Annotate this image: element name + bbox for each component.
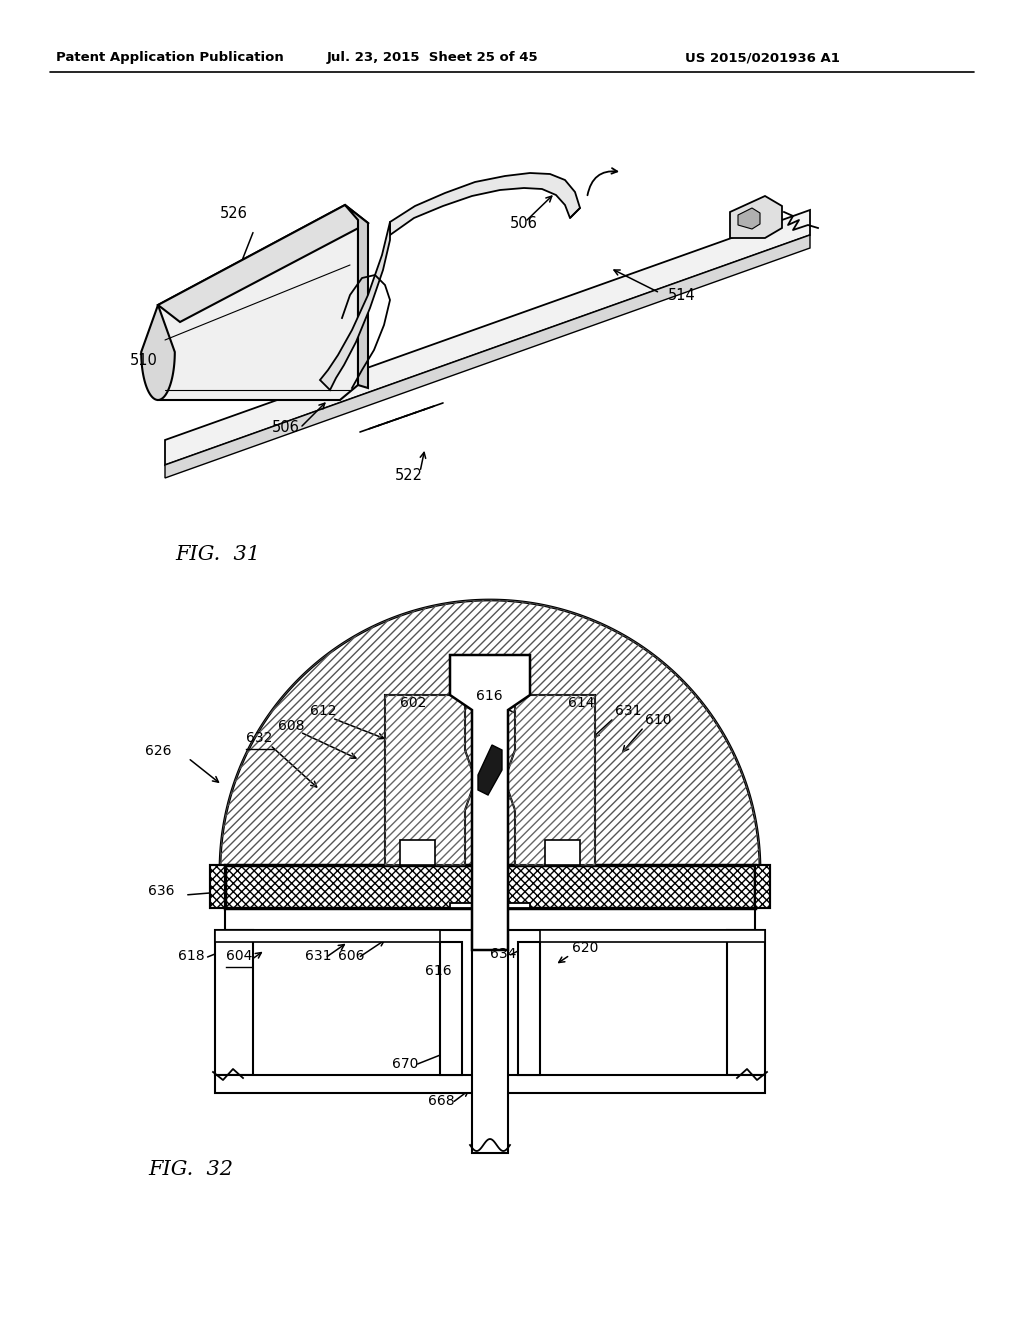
Polygon shape (165, 235, 810, 478)
Polygon shape (518, 942, 540, 1074)
Polygon shape (478, 744, 502, 795)
Text: 618: 618 (178, 949, 205, 964)
Polygon shape (472, 935, 508, 1152)
Text: 506: 506 (510, 216, 538, 231)
Text: 606: 606 (338, 949, 365, 964)
Text: 616: 616 (476, 689, 503, 704)
Polygon shape (540, 931, 765, 942)
Text: FIG.  31: FIG. 31 (175, 545, 260, 564)
Text: 614: 614 (568, 696, 595, 710)
Polygon shape (225, 865, 755, 908)
Polygon shape (220, 601, 760, 870)
Polygon shape (385, 696, 472, 865)
Text: FIG.  32: FIG. 32 (148, 1160, 233, 1179)
Polygon shape (141, 305, 175, 400)
Polygon shape (508, 696, 595, 865)
Text: 610: 610 (645, 713, 672, 727)
Polygon shape (225, 908, 755, 931)
Text: 632: 632 (246, 731, 272, 744)
Polygon shape (215, 931, 253, 1074)
Polygon shape (158, 205, 358, 400)
Polygon shape (450, 903, 530, 908)
Polygon shape (450, 655, 530, 950)
Polygon shape (390, 173, 580, 235)
Polygon shape (165, 210, 810, 465)
Text: Patent Application Publication: Patent Application Publication (56, 51, 284, 65)
Text: Jul. 23, 2015  Sheet 25 of 45: Jul. 23, 2015 Sheet 25 of 45 (327, 51, 538, 65)
Text: 634: 634 (490, 946, 516, 961)
Text: 514: 514 (668, 288, 695, 304)
Polygon shape (345, 205, 368, 388)
Text: 604: 604 (226, 949, 252, 964)
Text: 510: 510 (130, 352, 158, 368)
Text: 670: 670 (392, 1057, 419, 1071)
Polygon shape (440, 942, 462, 1074)
Polygon shape (210, 865, 225, 908)
Text: 626: 626 (145, 744, 171, 758)
Text: 668: 668 (428, 1094, 455, 1107)
Polygon shape (319, 222, 390, 389)
Text: 636: 636 (148, 884, 174, 898)
Polygon shape (215, 1074, 765, 1093)
Text: 620: 620 (572, 941, 598, 954)
Polygon shape (215, 931, 440, 942)
Polygon shape (738, 209, 760, 228)
Text: 526: 526 (220, 206, 248, 220)
Polygon shape (727, 931, 765, 1074)
Text: US 2015/0201936 A1: US 2015/0201936 A1 (685, 51, 840, 65)
Polygon shape (755, 865, 770, 908)
Text: 631: 631 (615, 704, 641, 718)
Text: 522: 522 (395, 469, 423, 483)
Text: 616: 616 (425, 964, 452, 978)
Text: 612: 612 (310, 704, 337, 718)
Text: 506: 506 (272, 420, 300, 436)
Text: 602: 602 (400, 696, 426, 710)
Polygon shape (730, 195, 782, 238)
Polygon shape (400, 840, 435, 865)
Text: 631: 631 (305, 949, 332, 964)
Text: 608: 608 (278, 719, 304, 733)
Polygon shape (158, 205, 368, 322)
Polygon shape (545, 840, 580, 865)
